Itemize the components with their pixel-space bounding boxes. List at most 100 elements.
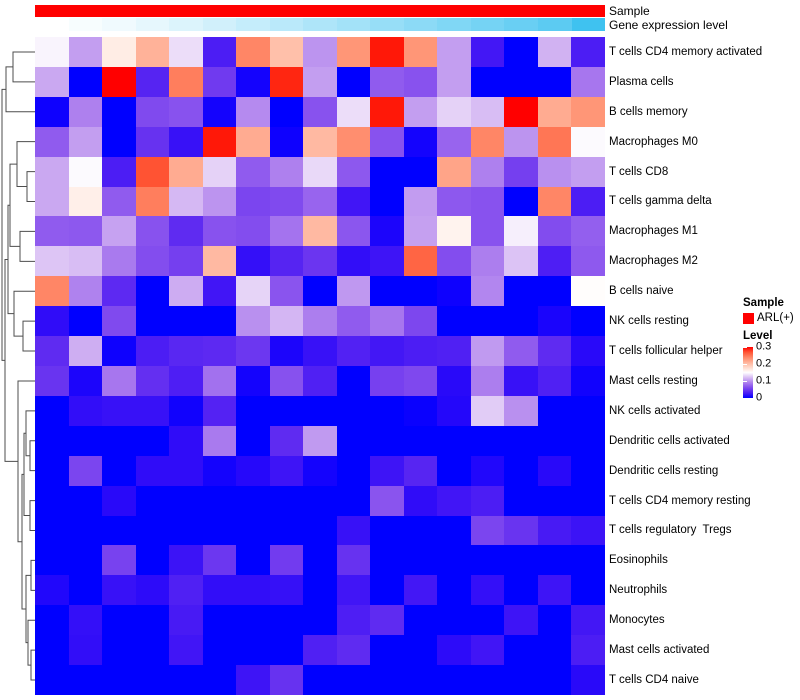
- heatmap-cell: [437, 425, 471, 456]
- heatmap-cell: [470, 515, 505, 546]
- heatmap-cell: [370, 216, 404, 247]
- heatmap-cell: [269, 216, 304, 247]
- heatmap-cell: [236, 66, 270, 97]
- heatmap-cell: [437, 605, 471, 636]
- heatmap-cell: [336, 365, 371, 396]
- heatmap-cell: [202, 336, 237, 366]
- heatmap-cell: [303, 575, 337, 606]
- heatmap-cell: [537, 276, 572, 307]
- heatmap-cell: [437, 306, 471, 337]
- heatmap-cell: [169, 186, 203, 217]
- heatmap-cell: [470, 485, 505, 516]
- heatmap-cell: [336, 575, 371, 606]
- heatmap-cell: [470, 365, 505, 396]
- heatmap-cell: [135, 665, 170, 695]
- heatmap-cell: [135, 306, 170, 337]
- heatmap-cell: [135, 156, 170, 187]
- heatmap-cell: [135, 515, 170, 546]
- heatmap-cell: [403, 455, 438, 486]
- heatmap-cell: [303, 545, 337, 576]
- heatmap-cell: [303, 665, 337, 695]
- heatmap-cell: [169, 395, 203, 426]
- heatmap-cell: [470, 306, 505, 337]
- heatmap-cell: [470, 665, 505, 695]
- heatmap-cell: [35, 66, 69, 97]
- heatmap-cell: [102, 216, 136, 247]
- heatmap-cell: [303, 246, 337, 277]
- heatmap-cell: [537, 545, 572, 576]
- heatmap-cell: [370, 306, 404, 337]
- heatmap-cell: [504, 425, 538, 456]
- heatmap-cell: [437, 246, 471, 277]
- heatmap-cell: [403, 37, 438, 67]
- heatmap-cell: [336, 306, 371, 337]
- heatmap-cell: [68, 306, 103, 337]
- row-label: Dendritic cells resting: [609, 464, 719, 477]
- heatmap-cell: [202, 216, 237, 247]
- heatmap-cell: [403, 306, 438, 337]
- heatmap-cell: [571, 216, 605, 247]
- heatmap-cell: [35, 126, 69, 157]
- heatmap-cell: [202, 365, 237, 396]
- heatmap-cell: [102, 336, 136, 366]
- heatmap-cell: [169, 216, 203, 247]
- gene-expression-cell: [504, 17, 538, 31]
- heatmap-cell: [336, 216, 371, 247]
- heatmap-cell: [236, 395, 270, 426]
- heatmap-cell: [537, 425, 572, 456]
- heatmap-cell: [202, 575, 237, 606]
- heatmap-cell: [135, 96, 170, 127]
- gene-expression-cell: [269, 17, 304, 31]
- heatmap-cell: [370, 186, 404, 217]
- gene-expression-cell: [537, 17, 572, 31]
- heatmap-cell: [236, 635, 270, 666]
- heatmap-cell: [135, 455, 170, 486]
- heatmap-cell: [437, 485, 471, 516]
- heatmap-cell: [135, 575, 170, 606]
- heatmap-cell: [537, 126, 572, 157]
- heatmap-cell: [236, 515, 270, 546]
- level-tick-mark: [743, 363, 747, 365]
- heatmap-cell: [370, 156, 404, 187]
- heatmap-cell: [537, 515, 572, 546]
- heatmap-cell: [403, 515, 438, 546]
- heatmap-cell: [504, 575, 538, 606]
- heatmap-cell: [470, 66, 505, 97]
- heatmap-cell: [236, 306, 270, 337]
- heatmap-cell: [437, 365, 471, 396]
- heatmap-cell: [35, 485, 69, 516]
- gene-expression-cell: [102, 17, 136, 31]
- row-label: T cells CD4 naive: [609, 673, 699, 686]
- heatmap-cell: [470, 605, 505, 636]
- heatmap-cell: [303, 425, 337, 456]
- heatmap-cell: [135, 635, 170, 666]
- heatmap-cell: [169, 276, 203, 307]
- heatmap-cell: [236, 365, 270, 396]
- row-label: NK cells resting: [609, 315, 689, 328]
- heatmap-cell: [269, 455, 304, 486]
- heatmap-cell: [202, 96, 237, 127]
- gene-expression-annotation-bar: [35, 17, 606, 31]
- heatmap-cell: [169, 425, 203, 456]
- heatmap-cell: [370, 545, 404, 576]
- heatmap-cell: [571, 37, 605, 67]
- heatmap-cell: [169, 515, 203, 546]
- row-label: Macrophages M1: [609, 225, 698, 238]
- heatmap-cell: [35, 425, 69, 456]
- heatmap-cell: [370, 485, 404, 516]
- heatmap-cell: [236, 545, 270, 576]
- heatmap-cell: [269, 336, 304, 366]
- heatmap-cell: [437, 276, 471, 307]
- heatmap-cell: [403, 425, 438, 456]
- level-tick-mark: [743, 380, 747, 382]
- heatmap-cell: [571, 246, 605, 277]
- heatmap-cell: [68, 336, 103, 366]
- heatmap-cell: [504, 665, 538, 695]
- heatmap-cell: [336, 186, 371, 217]
- heatmap-cell: [370, 515, 404, 546]
- heatmap-cell: [403, 365, 438, 396]
- heatmap-cell: [35, 515, 69, 546]
- heatmap-cell: [403, 276, 438, 307]
- heatmap-cell: [504, 336, 538, 366]
- row-label: T cells CD4 memory resting: [609, 494, 751, 507]
